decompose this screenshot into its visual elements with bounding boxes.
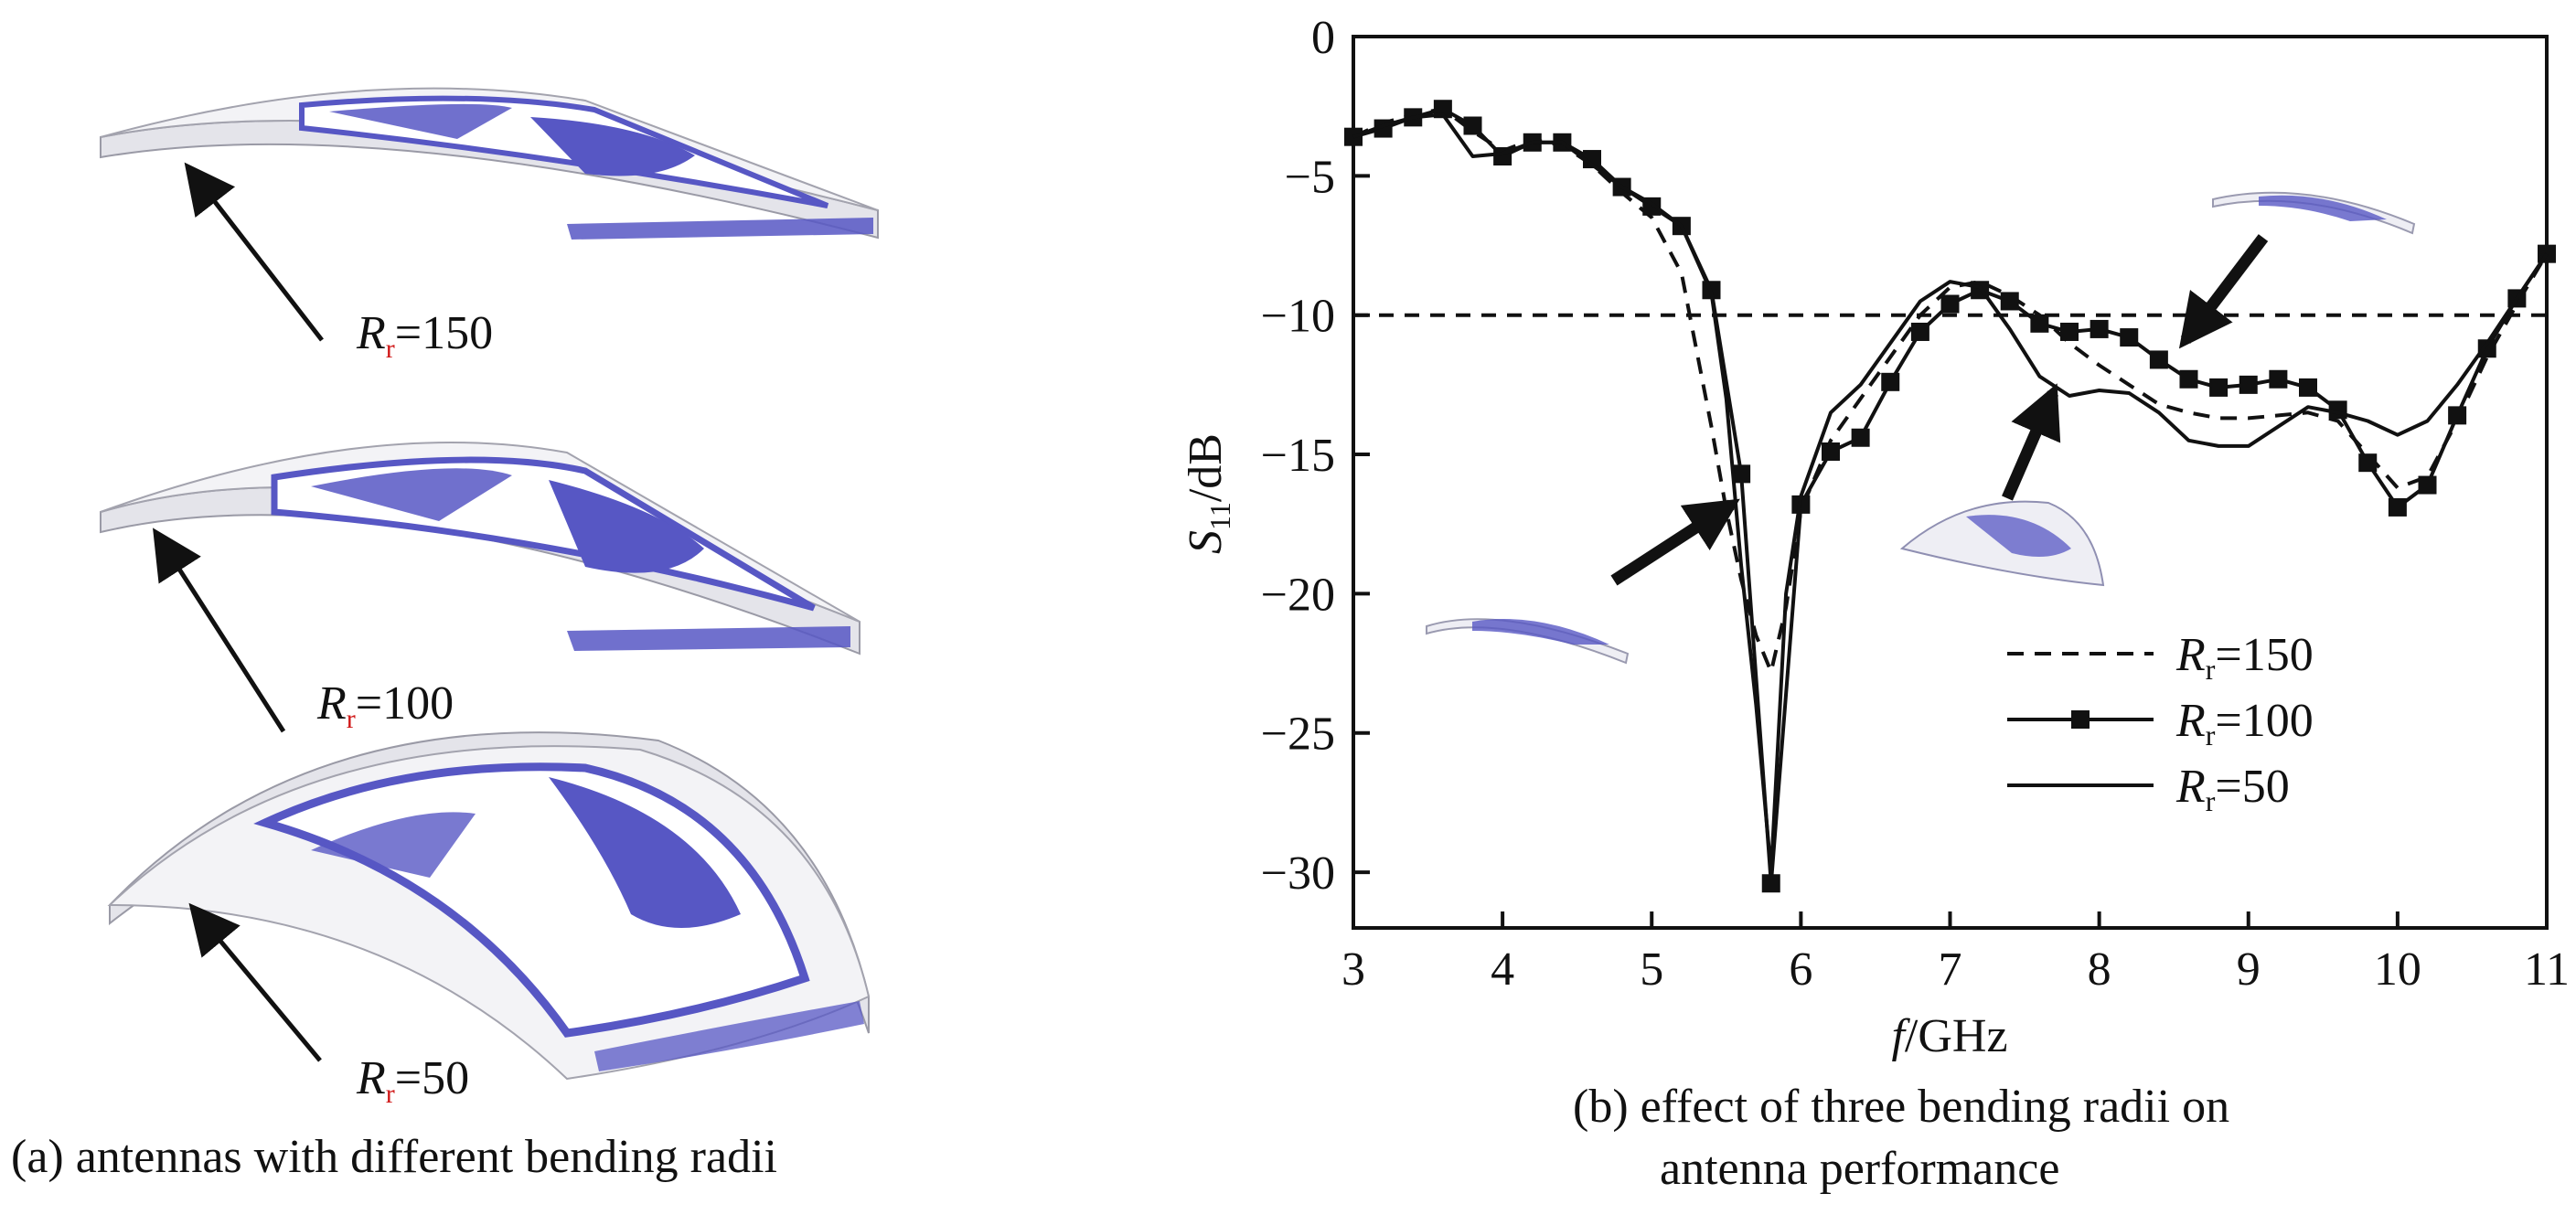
x-tick-label: 7 [1939,943,1962,996]
data-point-square [1940,294,1960,314]
x-tick-label: 10 [2374,943,2421,996]
inset-antenna-100 [2178,191,2416,349]
inset-antenna-150 [1426,498,1740,665]
bending-radius-label-100: Rr=100 [317,677,454,734]
legend: Rr=150 Rr=100 Rr=50 [2007,629,2314,817]
y-axis-label: S11/dB [1180,433,1236,554]
x-tick-label: 9 [2237,943,2261,996]
data-point-square [2358,453,2378,473]
data-point-square [2239,375,2258,394]
data-point-square [2299,378,2317,397]
data-point-square [1463,116,1482,135]
y-tick-label: 0 [1311,12,1335,64]
data-point-square [2388,497,2407,517]
data-point-square [2269,369,2288,389]
data-point-square [2060,322,2079,341]
bending-radius-label-50: Rr=50 [357,1052,470,1109]
data-point-square [1851,428,1870,447]
data-point-square [2090,319,2109,338]
caption-panel-b-line2: antenna performance [1660,1143,2060,1195]
data-point-square [2149,350,2168,369]
data-point-square [2179,369,2198,389]
caption-panel-b-line1: (b) effect of three bending radii on [1573,1081,2230,1133]
y-tick-label: −20 [1261,569,1335,621]
series-line-rr50 [1352,112,2549,875]
y-tick-label: −10 [1261,291,1335,343]
data-point-square [2000,292,2019,311]
x-tick-label: 5 [1640,943,1663,996]
x-tick-label: 8 [2088,943,2111,996]
y-tick-label: −15 [1261,430,1335,482]
data-point-square [1761,874,1780,893]
data-point-square [1881,372,1900,391]
x-axis-label: f/GHz [1891,1010,2007,1062]
data-point-square [1822,442,1840,461]
antenna-illustration-100 [100,441,860,733]
data-point-square [2030,314,2049,333]
y-tick-label: −30 [1261,847,1335,900]
data-point-square [2120,328,2139,347]
series-line-rr100 [1352,107,2549,886]
data-point-square [2477,339,2496,358]
panel-a-antennas [100,87,879,1081]
inset-antenna-50 [1899,383,2105,587]
s11-chart: 3 4 5 6 7 8 9 10 11 0 −5 −10 −15 −20 −25 −30 S11/dB f/G… [1180,12,2570,1062]
data-point-square [1583,150,1601,169]
caption-panel-a: (a) antennas with different bending radi… [11,1131,777,1183]
data-point-square [2418,475,2437,495]
data-point-square [1910,322,1929,341]
legend-label: Rr=50 [2175,761,2290,817]
series-line-rr150 [1352,107,2549,674]
antenna-illustration-50 [107,731,871,1081]
antenna-illustration-150 [100,87,879,342]
x-tick-label: 11 [2524,943,2570,996]
data-point-square [2209,378,2229,397]
data-point-square [2448,406,2467,425]
legend-label: Rr=150 [2175,629,2314,686]
y-tick-label: −5 [1285,151,1335,203]
plot-frame [1352,35,2549,930]
x-tick-label: 3 [1341,943,1365,996]
x-tick-label: 6 [1789,943,1812,996]
x-tick-label: 4 [1491,943,1514,996]
bending-radius-label-150: Rr=150 [357,307,494,364]
legend-marker [2071,710,2090,729]
data-point-square [1732,464,1751,484]
legend-label: Rr=100 [2175,695,2314,751]
y-tick-label: −25 [1261,709,1335,761]
